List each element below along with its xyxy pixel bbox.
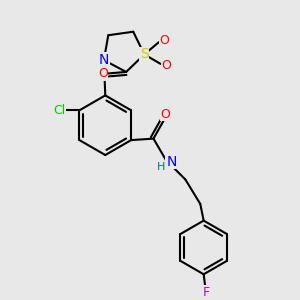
Text: O: O <box>161 59 171 72</box>
Text: N: N <box>166 154 176 169</box>
Text: Cl: Cl <box>53 104 66 117</box>
Text: F: F <box>203 286 210 299</box>
Text: O: O <box>160 108 170 121</box>
Text: O: O <box>160 34 170 47</box>
Text: O: O <box>98 67 108 80</box>
Text: S: S <box>140 47 149 61</box>
Text: N: N <box>99 53 109 67</box>
Text: H: H <box>157 162 165 172</box>
